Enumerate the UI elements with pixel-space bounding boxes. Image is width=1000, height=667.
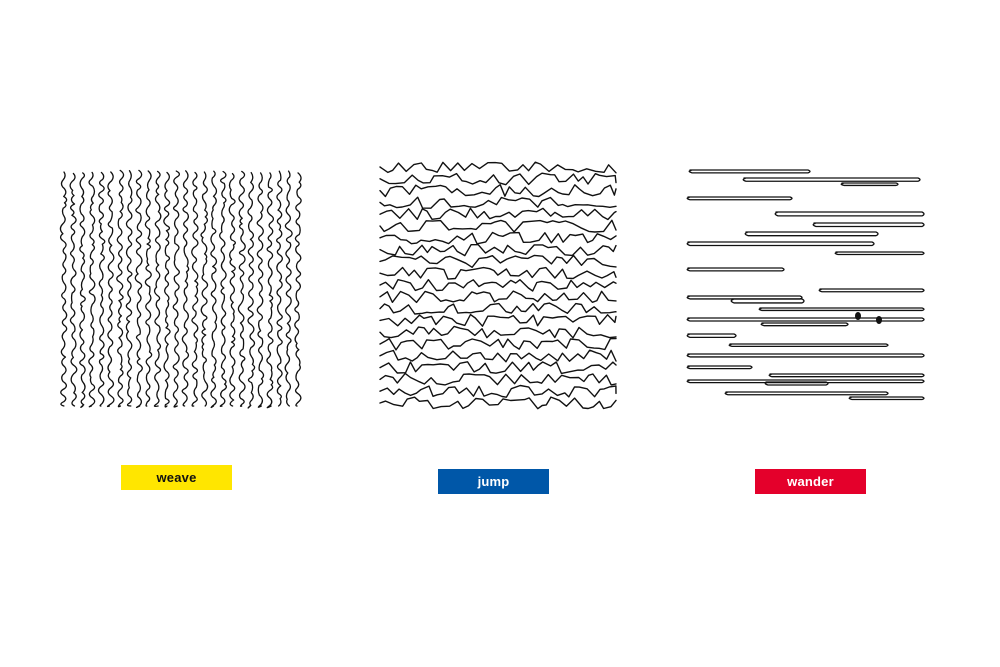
jump-zigzag-line — [379, 290, 617, 304]
jump-zigzag-line — [379, 302, 617, 315]
jump-zigzag-lines — [379, 161, 617, 410]
wander-loop-line — [728, 343, 889, 348]
wander-loop-line — [686, 353, 925, 358]
weave-squiggle-line — [181, 170, 190, 407]
weave-squiggle-line — [172, 170, 180, 408]
weave-squiggle-line — [125, 170, 133, 407]
jump-zigzag-line — [379, 279, 617, 292]
wander-loop-line — [686, 317, 925, 322]
weave-squiggle-line — [256, 172, 265, 408]
weave-squiggle-line — [294, 172, 302, 407]
wander-label-tag: wander — [755, 469, 866, 494]
weave-label-tag: weave — [121, 465, 232, 490]
weave-squiggle-line — [237, 170, 246, 407]
weave-squiggle-line — [266, 172, 275, 409]
weave-squiggle-line — [153, 170, 162, 408]
weave-squiggle-lines — [59, 169, 302, 409]
wander-ink-dot — [855, 312, 861, 320]
jump-zigzag-line — [379, 372, 617, 386]
weave-squiggle-line — [144, 170, 153, 407]
jump-zigzag-line — [379, 349, 617, 363]
weave-squiggle-line — [116, 169, 125, 408]
jump-zigzag-line — [379, 337, 617, 351]
weave-squiggle-line — [79, 172, 86, 408]
wander-loop-line — [834, 251, 925, 256]
wander-loop-line — [686, 267, 785, 272]
wander-loop-line — [840, 182, 899, 187]
jump-label-tag: jump — [438, 469, 549, 494]
jump-zigzag-line — [379, 207, 617, 221]
jump-zigzag-line — [379, 196, 617, 209]
weave-squiggle-line — [219, 170, 227, 407]
weave-squiggle-line — [88, 171, 96, 408]
wander-pattern-drawing — [686, 166, 926, 404]
weave-squiggle-line — [200, 171, 209, 407]
weave-squiggle-line — [191, 171, 199, 407]
wander-loop-lines — [686, 169, 925, 401]
wander-loop-line — [730, 298, 805, 304]
jump-zigzag-line — [379, 161, 617, 174]
weave-squiggle-line — [163, 171, 171, 408]
wander-loop-line — [760, 322, 849, 327]
wander-loop-line — [686, 379, 925, 384]
weave-squiggle-line — [284, 170, 293, 407]
jump-zigzag-line — [379, 361, 617, 375]
wander-loop-line — [768, 373, 925, 378]
jump-zigzag-line — [379, 396, 617, 410]
weave-label-text: weave — [156, 470, 197, 485]
wander-loop-line — [774, 211, 925, 217]
wander-loop-line — [744, 231, 879, 237]
wander-loop-line — [686, 241, 875, 247]
jump-zigzag-line — [379, 172, 617, 186]
jump-zigzag-line — [379, 325, 617, 339]
wander-loop-line — [686, 196, 793, 201]
weave-squiggle-line — [276, 170, 283, 407]
weave-squiggle-line — [69, 172, 78, 407]
jump-zigzag-line — [379, 184, 617, 198]
jump-zigzag-line — [379, 266, 617, 280]
weave-squiggle-line — [210, 170, 218, 409]
wander-label-text: wander — [787, 474, 834, 489]
wander-loop-line — [758, 307, 925, 312]
wander-loop-line — [742, 177, 921, 182]
jump-label-text: jump — [477, 474, 510, 489]
jump-pattern-drawing — [378, 161, 620, 410]
weave-squiggle-line — [106, 171, 115, 408]
wander-loop-line — [688, 169, 811, 174]
jump-zigzag-line — [379, 231, 617, 245]
wander-loop-line — [818, 288, 925, 293]
weave-squiggle-line — [134, 169, 143, 409]
wander-loop-line — [812, 222, 925, 228]
weave-squiggle-line — [247, 171, 256, 409]
jump-zigzag-line — [379, 244, 617, 257]
jump-zigzag-line — [379, 219, 617, 233]
jump-zigzag-line — [379, 384, 617, 398]
wander-loop-line — [848, 396, 925, 401]
wander-loop-line — [686, 295, 803, 300]
weave-squiggle-line — [228, 172, 236, 407]
wander-loop-line — [764, 381, 829, 386]
weave-pattern-drawing — [59, 168, 302, 410]
weave-squiggle-line — [59, 171, 68, 407]
jump-zigzag-line — [379, 254, 617, 268]
wander-loop-line — [686, 333, 737, 339]
wander-loop-line — [686, 365, 753, 370]
jump-zigzag-line — [379, 313, 617, 327]
wander-loop-line — [724, 391, 889, 396]
weave-squiggle-line — [97, 171, 106, 407]
wander-ink-dot — [876, 316, 882, 324]
